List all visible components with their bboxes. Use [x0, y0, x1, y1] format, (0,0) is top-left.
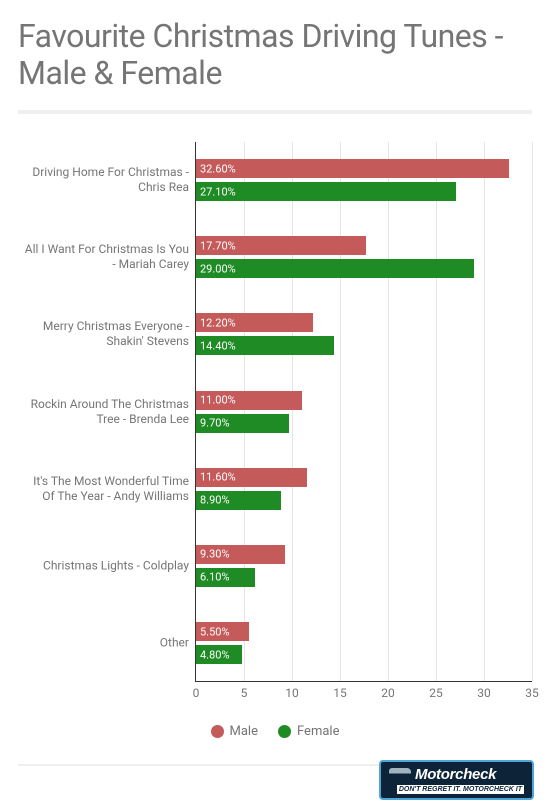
x-tick-label: 0	[193, 686, 200, 700]
bar-value-label: 27.10%	[200, 185, 236, 198]
bar-male: 9.30%	[196, 545, 285, 564]
x-tick-label: 15	[333, 686, 347, 700]
chart: Driving Home For Christmas - Chris Rea Al…	[18, 142, 532, 682]
x-tick-label: 25	[429, 686, 443, 700]
gridline	[436, 142, 437, 681]
bar-value-label: 17.70%	[200, 239, 236, 252]
plot-area: 32.60% 27.10% 17.70% 29.00% 12.20% 14.40% 11.0…	[196, 142, 532, 682]
legend-label: Male	[230, 724, 258, 739]
brand-logo: Motorcheck DON'T REGRET IT. MOTORCHECK I…	[379, 760, 534, 800]
gridline	[532, 142, 533, 681]
bar-value-label: 12.20%	[200, 316, 236, 329]
legend: Male Female	[18, 724, 532, 742]
bar-male: 11.00%	[196, 391, 302, 410]
bar-value-label: 4.80%	[200, 648, 230, 661]
bar-value-label: 9.30%	[200, 548, 230, 561]
x-tick-label: 5	[241, 686, 248, 700]
x-axis-ticks: 05101520253035	[196, 686, 532, 704]
bar-male: 17.70%	[196, 236, 366, 255]
title-underline	[18, 110, 532, 114]
legend-swatch	[278, 725, 291, 738]
category-label: Driving Home For Christmas - Chris Rea	[19, 165, 189, 195]
bar-female: 6.10%	[196, 568, 255, 587]
legend-label: Female	[297, 724, 339, 739]
gridline	[340, 142, 341, 681]
car-icon	[389, 768, 411, 782]
bar-value-label: 5.50%	[200, 625, 230, 638]
legend-swatch	[211, 725, 224, 738]
bar-male: 32.60%	[196, 159, 509, 178]
bar-female: 14.40%	[196, 336, 334, 355]
bar-male: 12.20%	[196, 313, 313, 332]
bar-value-label: 14.40%	[200, 339, 236, 352]
x-tick-label: 35	[525, 686, 539, 700]
bar-female: 27.10%	[196, 182, 456, 201]
category-label: Other	[19, 636, 189, 651]
category-label: All I Want For Christmas Is You - Mariah…	[19, 242, 189, 272]
x-tick-label: 10	[285, 686, 299, 700]
gridline	[484, 142, 485, 681]
gridline	[388, 142, 389, 681]
bar-value-label: 11.00%	[200, 394, 236, 407]
legend-item-female: Female	[278, 724, 339, 739]
gridline	[244, 142, 245, 681]
bar-female: 8.90%	[196, 491, 281, 510]
category-label: Rockin Around The Christmas Tree - Brend…	[19, 397, 189, 427]
x-tick-label: 20	[381, 686, 395, 700]
y-axis-labels: Driving Home For Christmas - Chris Rea Al…	[18, 142, 196, 682]
gridline	[292, 142, 293, 681]
bar-value-label: 32.60%	[200, 162, 236, 175]
bar-value-label: 11.60%	[200, 471, 236, 484]
bar-male: 5.50%	[196, 622, 249, 641]
chart-title: Favourite Christmas Driving Tunes - Male…	[18, 18, 532, 92]
category-label: Merry Christmas Everyone - Shakin' Steve…	[19, 319, 189, 349]
bar-value-label: 9.70%	[200, 417, 230, 430]
bar-female: 29.00%	[196, 259, 474, 278]
bar-value-label: 29.00%	[200, 262, 236, 275]
bar-female: 4.80%	[196, 645, 242, 664]
x-axis: 05101520253035	[18, 686, 532, 704]
bar-female: 9.70%	[196, 414, 289, 433]
x-tick-label: 30	[477, 686, 491, 700]
bar-value-label: 8.90%	[200, 494, 230, 507]
brand-tagline: DON'T REGRET IT. MOTORCHECK IT	[397, 785, 524, 794]
category-label: Christmas Lights - Coldplay	[19, 558, 189, 573]
category-label: It's The Most Wonderful Time Of The Year…	[19, 474, 189, 504]
legend-item-male: Male	[211, 724, 258, 739]
bar-male: 11.60%	[196, 468, 307, 487]
bar-value-label: 6.10%	[200, 571, 230, 584]
brand-name: Motorcheck	[415, 766, 496, 783]
